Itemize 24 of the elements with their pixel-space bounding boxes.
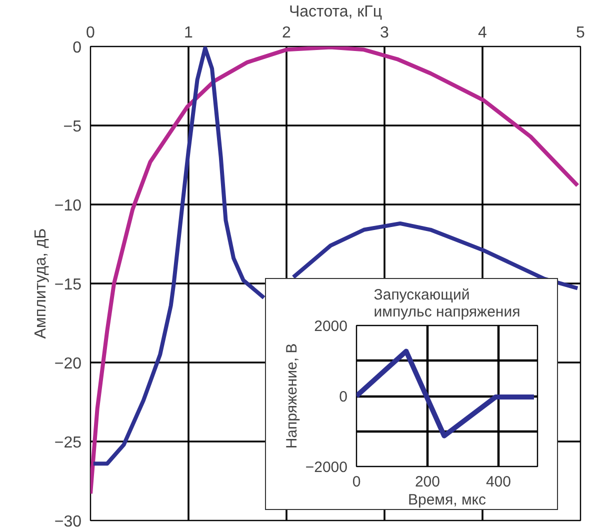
x-tick-label: 0 (352, 474, 361, 490)
y-tick-label: 0 (339, 388, 348, 406)
x-tick-label: 0 (86, 24, 96, 42)
x-axis-title: Время, мкс (408, 492, 486, 508)
y-tick-label: −20 (54, 356, 82, 372)
chart-title: Запускающий импульс напряжения (374, 286, 520, 320)
y-tick-label: −5 (63, 118, 82, 136)
x-tick-label: 2 (282, 24, 292, 42)
y-tick-label: −10 (54, 198, 82, 214)
y-tick-label: 2000 (314, 318, 348, 335)
y-tick-label: −30 (54, 514, 82, 530)
x-tick-label: 5 (576, 24, 586, 42)
y-tick-label: −15 (54, 276, 82, 294)
y-axis-title: Амплитуда, дБ (32, 228, 50, 339)
x-tick-label: 3 (380, 24, 390, 42)
x-tick-label: 1 (184, 24, 194, 42)
y-tick-label: −25 (54, 434, 82, 452)
y-tick-label: 0 (72, 40, 82, 56)
y-tick-label: −2000 (305, 459, 348, 476)
x-tick-label: 200 (414, 474, 440, 490)
y-axis-title: Напряжение, В (283, 343, 300, 449)
x-axis-title: Частота, кГц (288, 4, 382, 20)
x-tick-label: 400 (486, 474, 511, 490)
x-tick-label: 4 (478, 24, 488, 42)
